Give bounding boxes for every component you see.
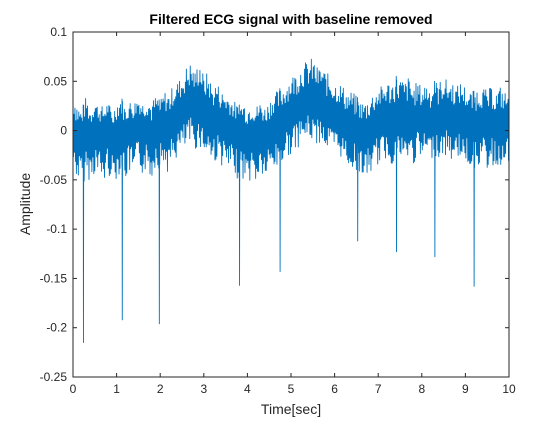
y-tick-label: 0.05 — [44, 74, 68, 88]
x-tick-label: 8 — [418, 382, 425, 396]
x-tick-label: 2 — [157, 382, 164, 396]
plot-background — [73, 32, 509, 377]
y-tick-label: -0.1 — [46, 222, 67, 236]
y-axis-ticks: -0.25 -0.2 -0.15 -0.1 -0.05 0 0.05 0.1 — [40, 25, 509, 384]
x-axis-label: Time[sec] — [261, 401, 321, 417]
x-tick-label: 5 — [288, 382, 295, 396]
ecg-signal-line — [73, 58, 509, 343]
y-tick-label: 0.1 — [50, 25, 67, 39]
x-tick-label: 9 — [462, 382, 469, 396]
x-tick-label: 1 — [113, 382, 120, 396]
x-tick-label: 10 — [502, 382, 516, 396]
x-tick-label: 4 — [244, 382, 251, 396]
series-layer — [73, 58, 509, 343]
y-tick-label: -0.25 — [40, 370, 68, 384]
chart-title: Filtered ECG signal with baseline remove… — [149, 11, 432, 27]
y-tick-label: -0.15 — [40, 271, 68, 285]
x-tick-label: 7 — [375, 382, 382, 396]
y-tick-label: -0.05 — [40, 173, 68, 187]
y-axis-label: Amplitude — [17, 173, 33, 235]
y-tick-label: -0.2 — [46, 321, 67, 335]
y-tick-label: 0 — [60, 124, 67, 138]
x-tick-label: 6 — [331, 382, 338, 396]
x-axis-ticks: 0 1 2 3 4 5 6 7 8 9 10 — [70, 32, 516, 396]
x-tick-label: 0 — [70, 382, 77, 396]
x-tick-label: 3 — [200, 382, 207, 396]
